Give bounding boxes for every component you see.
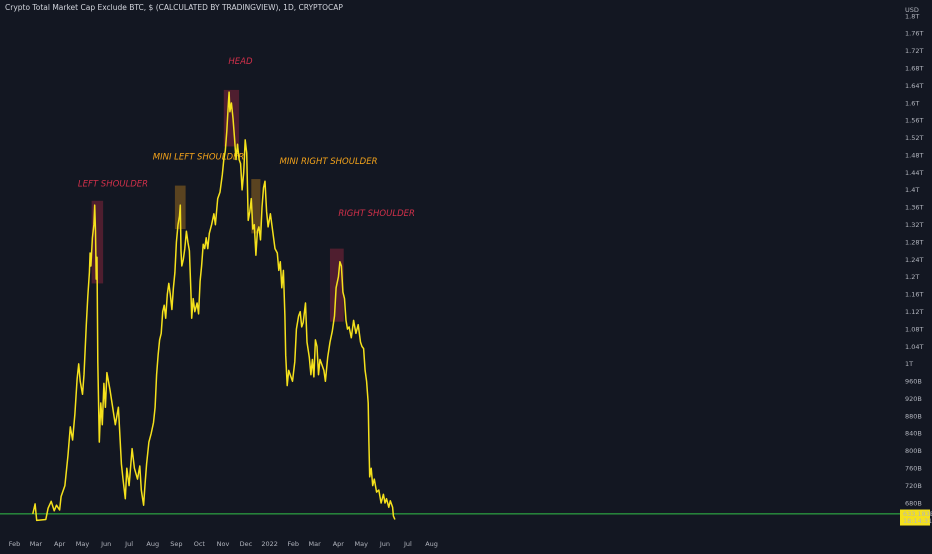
y-tick-label: 1.12T (905, 308, 923, 316)
x-tick-label: Apr (54, 540, 66, 548)
y-tick-label: 1.8T (905, 12, 919, 20)
y-tick-label: 1.32T (905, 221, 923, 229)
y-tick-label: 800B (905, 447, 922, 455)
x-axis-ticks: Feb Mar Apr May Jun Jul Aug Sep Oct Nov Dec 2022 Feb… (9, 540, 438, 548)
x-tick-label: Oct (194, 540, 206, 548)
y-axis-ticks: 1.8T 1.76T 1.72T 1.68T 1.64T 1.6T 1.56T 1.52T 1.… (905, 12, 923, 507)
annotation-label-1: MINI LEFT SHOULDER (153, 152, 245, 162)
y-tick-label: 1.72T (905, 47, 923, 55)
y-tick-label: 1.08T (905, 325, 923, 333)
y-tick-label: 1.24T (905, 256, 923, 264)
chart-title: Crypto Total Market Cap Exclude BTC, $ (… (5, 3, 343, 12)
annotation-label-2: HEAD (228, 57, 253, 67)
last-price-badge (900, 509, 930, 526)
y-tick-label: 1.52T (905, 134, 923, 142)
x-tick-label: Aug (425, 540, 438, 548)
y-tick-label: 680B (905, 499, 922, 507)
x-tick-label: Jul (403, 540, 412, 548)
x-tick-label: Jun (379, 540, 390, 548)
y-tick-label: 1.56T (905, 117, 923, 125)
y-tick-label: 1.36T (905, 204, 923, 212)
countdown-label: 18:14:31 (903, 517, 932, 525)
x-tick-label: Mar (30, 540, 43, 548)
y-tick-label: 1.2T (905, 273, 919, 281)
y-tick-label: 840B (905, 430, 922, 438)
y-tick-label: 1.76T (905, 30, 923, 38)
x-tick-label: Feb (9, 540, 21, 548)
x-tick-label: Feb (288, 540, 300, 548)
y-tick-label: 760B (905, 465, 922, 473)
y-tick-label: 1.48T (905, 151, 923, 159)
y-tick-label: 720B (905, 482, 922, 490)
y-tick-label: 1.44T (905, 169, 923, 177)
currency-label: USD (905, 6, 919, 14)
last-price-label: 633.183B (903, 510, 932, 518)
annotation-box-3[interactable] (251, 179, 261, 234)
annotation-box-0[interactable] (91, 200, 104, 284)
annotation-label-3: MINI RIGHT SHOULDER (280, 157, 378, 167)
annotation-label-4: RIGHT SHOULDER (338, 209, 415, 219)
y-tick-label: 1.28T (905, 238, 923, 246)
x-tick-label: Dec (240, 540, 253, 548)
x-tick-label: 2022 (261, 540, 278, 548)
x-tick-label: Jul (124, 540, 133, 548)
series-line[interactable] (32, 91, 396, 522)
x-tick-label: Apr (333, 540, 345, 548)
y-tick-label: 1.68T (905, 64, 923, 72)
y-tick-label: 920B (905, 395, 922, 403)
x-tick-label: Aug (146, 540, 159, 548)
x-tick-label: May (355, 540, 369, 548)
annotation-label-0: LEFT SHOULDER (78, 179, 148, 189)
y-tick-label: 1.16T (905, 291, 923, 299)
y-tick-label: 1.64T (905, 82, 923, 90)
x-tick-label: Mar (309, 540, 322, 548)
y-tick-label: 880B (905, 412, 922, 420)
y-tick-label: 960B (905, 378, 922, 386)
x-tick-label: May (76, 540, 90, 548)
y-tick-label: 1T (905, 360, 913, 368)
x-tick-label: Jun (100, 540, 111, 548)
x-tick-label: Sep (170, 540, 182, 548)
y-tick-label: 1.4T (905, 186, 919, 194)
y-tick-label: 1.04T (905, 343, 923, 351)
x-tick-label: Nov (217, 540, 230, 548)
y-tick-label: 1.6T (905, 99, 919, 107)
